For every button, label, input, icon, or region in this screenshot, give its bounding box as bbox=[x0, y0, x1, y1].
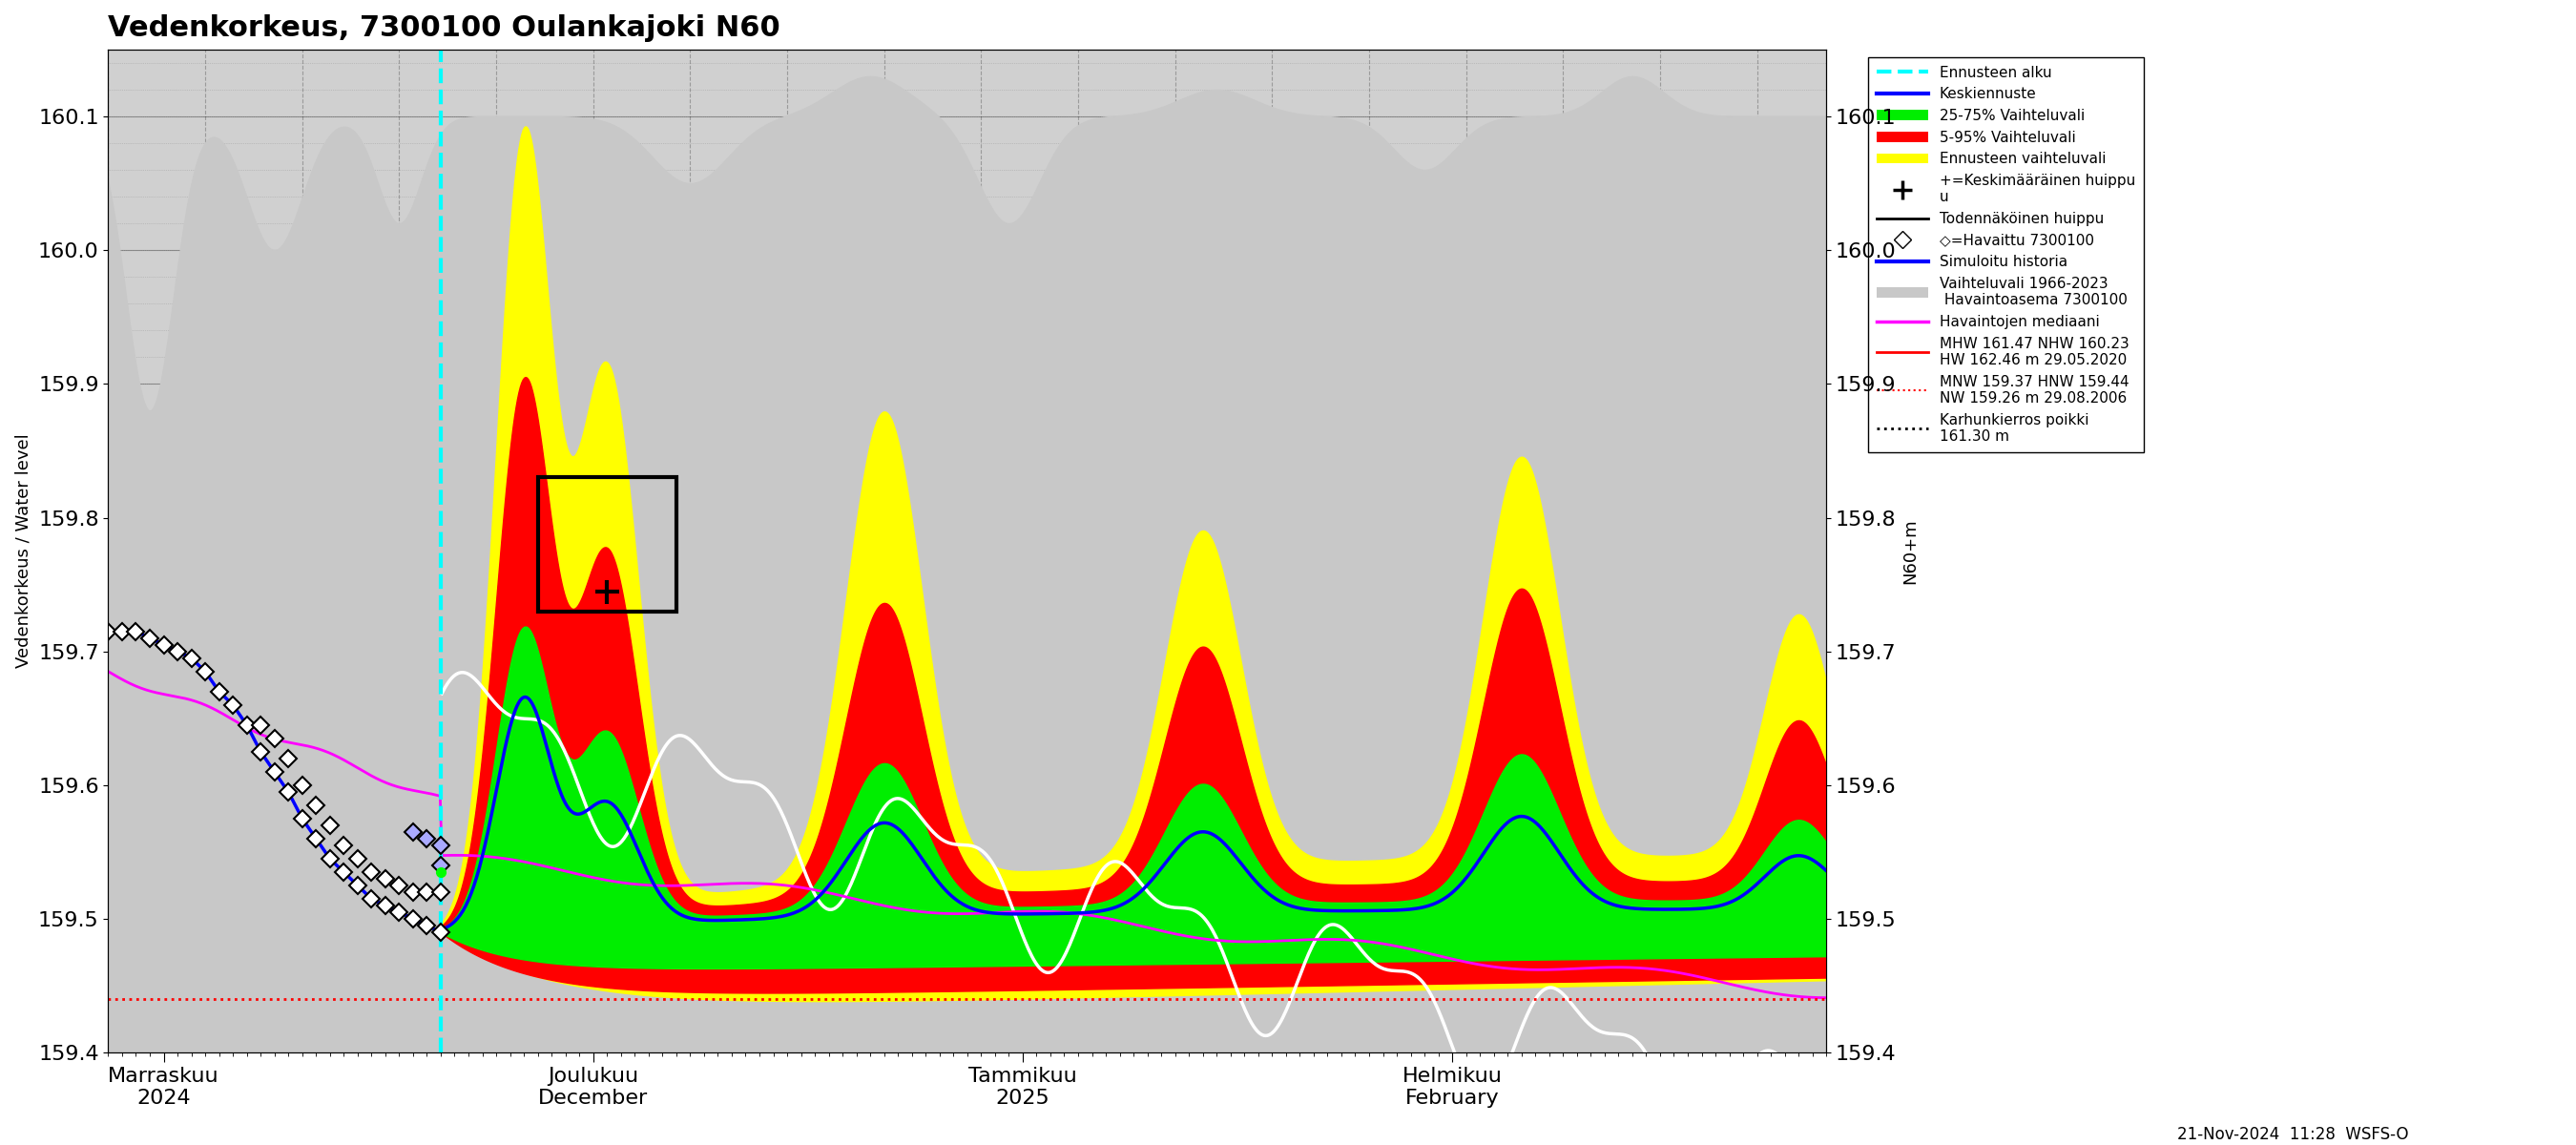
Y-axis label: Vedenkorkeus / Water level: Vedenkorkeus / Water level bbox=[15, 434, 31, 669]
Text: 21-Nov-2024  11:28  WSFS-O: 21-Nov-2024 11:28 WSFS-O bbox=[2177, 1126, 2409, 1143]
Y-axis label: N60+m: N60+m bbox=[1901, 519, 1919, 584]
Bar bbox=[538, 477, 677, 611]
Legend: Ennusteen alku, Keskiennuste, 25-75% Vaihteluvali, 5-95% Vaihteluvali, Ennusteen: Ennusteen alku, Keskiennuste, 25-75% Vai… bbox=[1868, 57, 2143, 452]
Text: Vedenkorkeus, 7300100 Oulankajoki N60: Vedenkorkeus, 7300100 Oulankajoki N60 bbox=[108, 14, 781, 42]
